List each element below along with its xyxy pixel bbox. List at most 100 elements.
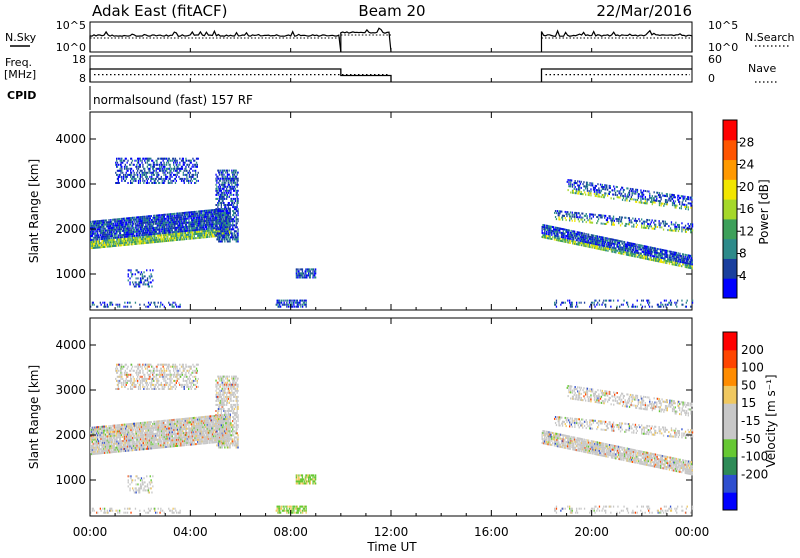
power-cell xyxy=(123,222,124,224)
power-cell xyxy=(628,250,629,252)
power-cell xyxy=(105,246,106,248)
power-cell xyxy=(673,260,674,262)
power-cell xyxy=(556,300,557,302)
power-cell xyxy=(148,160,149,162)
power-cell xyxy=(638,252,639,254)
power-cell xyxy=(117,174,118,176)
power-cell xyxy=(231,170,232,172)
power-cell xyxy=(225,206,226,208)
power-cell xyxy=(574,231,575,233)
power-cell xyxy=(161,162,162,164)
power-cell xyxy=(182,214,183,216)
power-cell xyxy=(225,204,226,206)
power-cell xyxy=(659,202,660,204)
power-cell xyxy=(604,217,605,219)
power-cell xyxy=(611,222,612,224)
power-cell xyxy=(164,216,165,218)
power-cell xyxy=(130,306,131,308)
power-cell xyxy=(291,304,292,306)
power-cell xyxy=(230,210,231,212)
power-cell xyxy=(310,270,311,272)
power-cell xyxy=(144,240,145,242)
power-cell xyxy=(635,247,636,249)
power-cell xyxy=(631,222,632,224)
power-cell xyxy=(187,238,188,240)
power-cell xyxy=(579,220,580,222)
power-cell xyxy=(212,234,213,236)
power-cell xyxy=(235,212,236,214)
power-cell xyxy=(232,232,233,234)
power-cell xyxy=(217,226,218,228)
power-cell xyxy=(221,232,222,234)
power-cell xyxy=(692,225,693,227)
power-cell xyxy=(665,225,666,227)
power-cell xyxy=(683,255,684,257)
power-cell xyxy=(640,200,641,202)
power-cell xyxy=(215,218,216,220)
power-cell xyxy=(210,217,211,219)
power-cell xyxy=(218,210,219,212)
power-cell xyxy=(654,255,655,257)
power-cell xyxy=(162,168,163,170)
power-cell xyxy=(223,216,224,218)
power-cell xyxy=(130,302,131,304)
power-cell xyxy=(637,250,638,252)
power-cell xyxy=(641,249,642,251)
power-cell xyxy=(300,306,301,308)
power-cell xyxy=(685,256,686,258)
power-cell xyxy=(158,302,159,304)
power-cell xyxy=(592,237,593,239)
power-cell xyxy=(556,306,557,308)
power-cell xyxy=(136,227,137,229)
power-cell xyxy=(590,246,591,248)
power-cell xyxy=(189,174,190,176)
power-cell xyxy=(219,172,220,174)
power-cell xyxy=(310,277,311,279)
power-cell xyxy=(131,219,132,221)
power-cell xyxy=(156,178,157,180)
power-cell xyxy=(648,223,649,225)
power-cell xyxy=(101,304,102,306)
power-cell xyxy=(681,222,682,224)
power-cell xyxy=(576,214,577,216)
power-cell xyxy=(145,224,146,226)
power-cell xyxy=(160,170,161,172)
power-cell xyxy=(227,218,228,220)
power-cell xyxy=(233,172,234,174)
power-cell xyxy=(97,230,98,232)
power-cell xyxy=(131,158,132,160)
power-cell xyxy=(594,189,595,191)
power-cell xyxy=(114,227,115,229)
noise-sky-segment xyxy=(542,31,693,52)
power-cell xyxy=(127,176,128,178)
power-cell xyxy=(303,272,304,274)
power-cell xyxy=(231,204,232,206)
power-cell xyxy=(651,249,652,251)
power-cell xyxy=(635,246,636,248)
power-cell xyxy=(227,194,228,196)
power-cell xyxy=(151,176,152,178)
power-cell xyxy=(170,166,171,168)
power-cell xyxy=(673,230,674,232)
power-cell xyxy=(129,281,130,283)
power-cell xyxy=(571,180,572,182)
power-cell xyxy=(193,174,194,176)
power-cell xyxy=(671,223,672,225)
power-cell xyxy=(154,174,155,176)
power-cell xyxy=(159,214,160,216)
power-cell xyxy=(134,221,135,223)
power-cell xyxy=(222,172,223,174)
power-cell xyxy=(163,182,164,184)
power-cell xyxy=(118,236,119,238)
noise-right-label: N.Search xyxy=(745,31,795,44)
power-cell xyxy=(623,253,624,255)
power-panel-frame xyxy=(90,112,692,310)
power-cell xyxy=(213,215,214,217)
power-cell xyxy=(228,182,229,184)
power-cell xyxy=(648,199,649,201)
power-cell xyxy=(544,224,545,226)
power-cell xyxy=(159,164,160,166)
power-cell xyxy=(606,223,607,225)
power-cell xyxy=(230,190,231,192)
power-cell xyxy=(579,244,580,246)
